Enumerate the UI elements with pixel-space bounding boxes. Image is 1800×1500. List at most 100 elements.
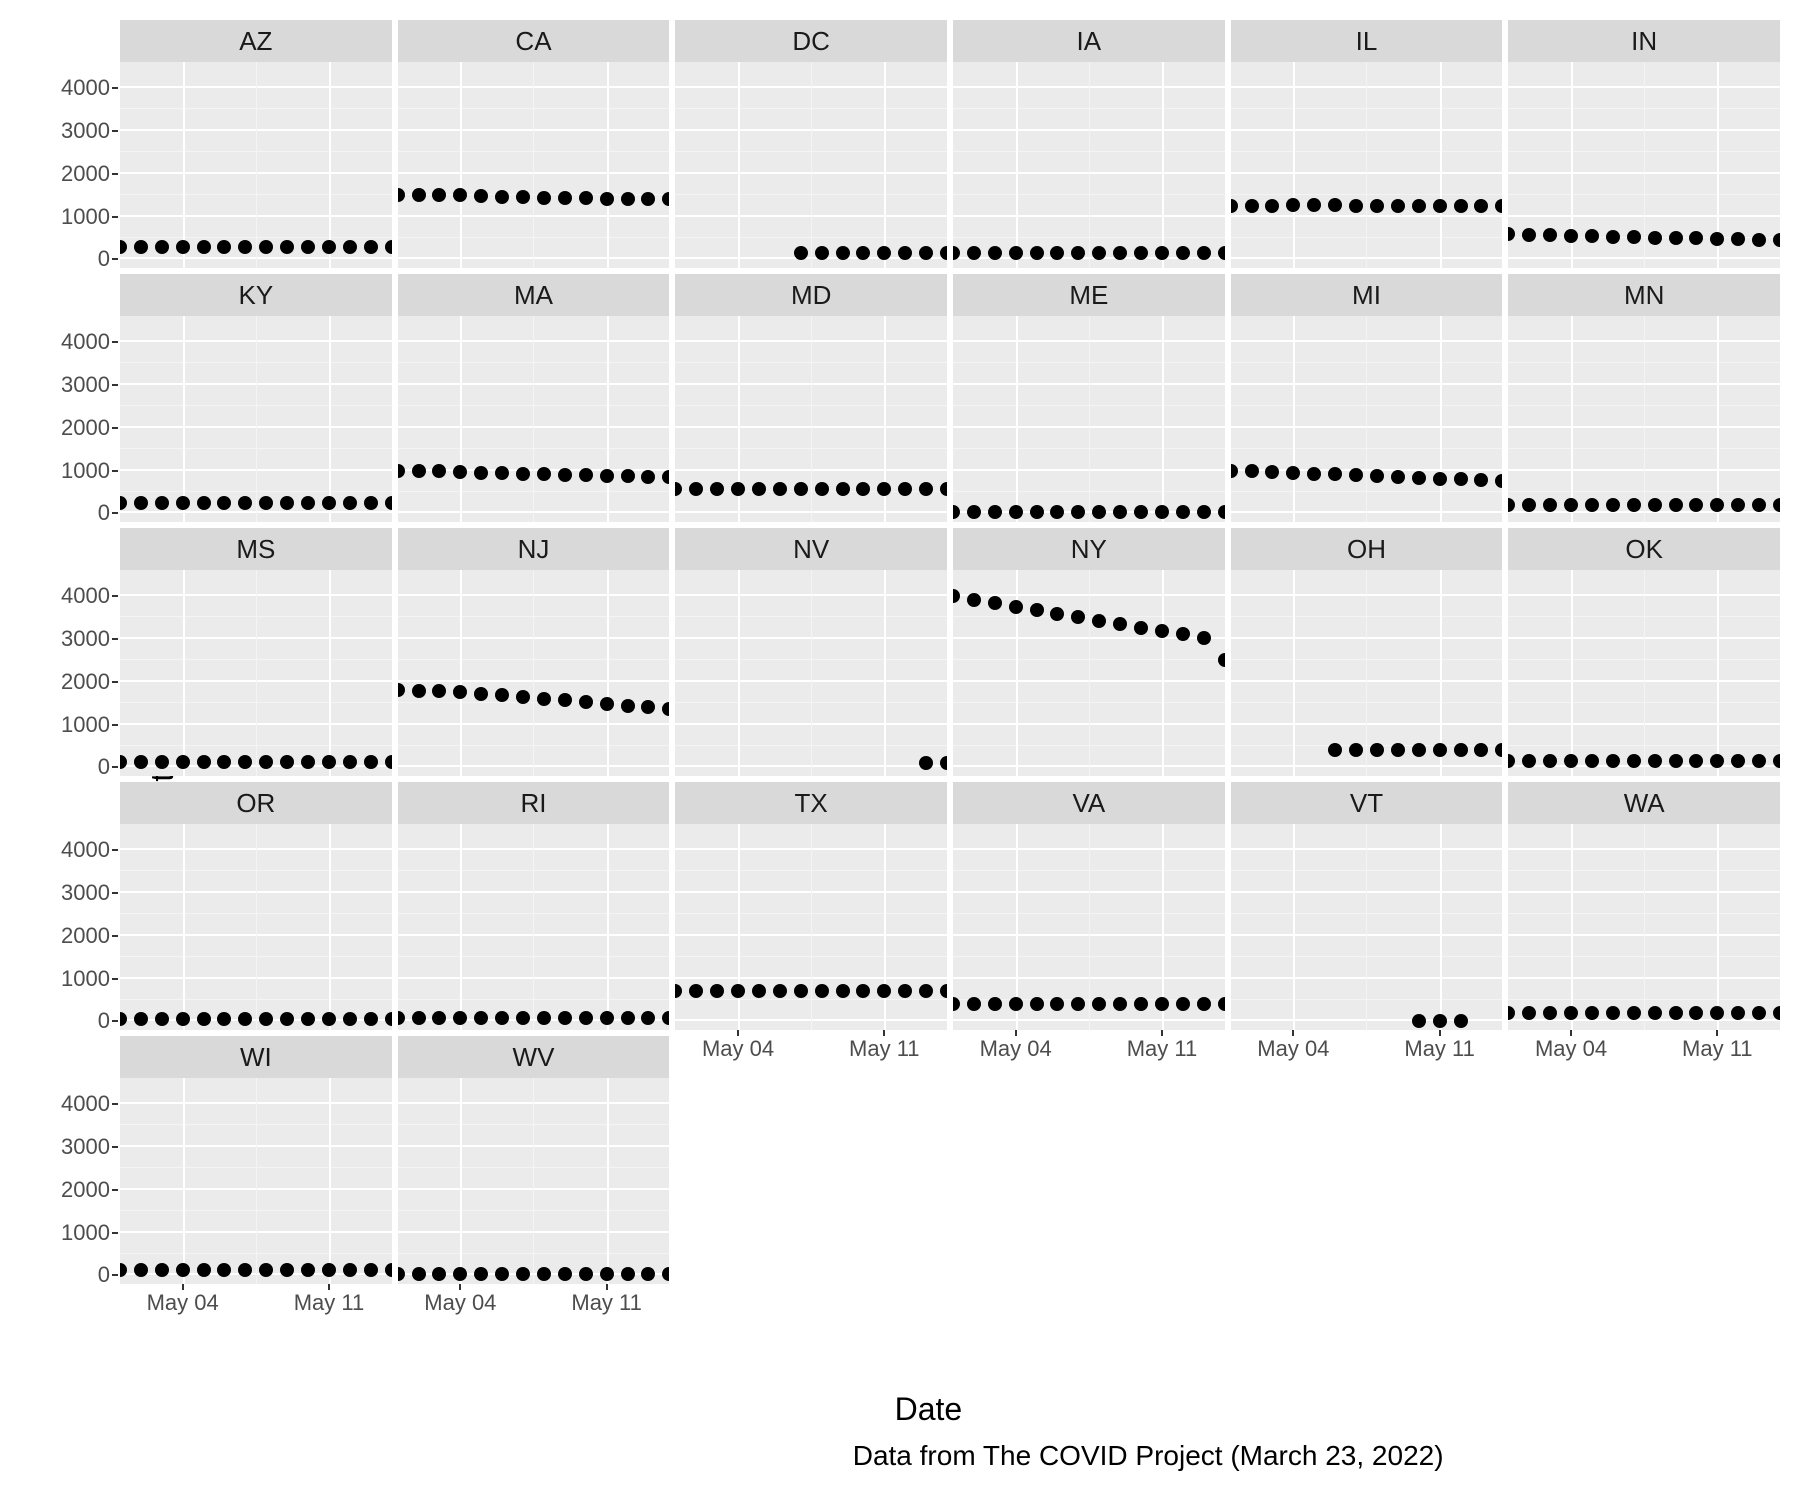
data-point xyxy=(217,755,231,769)
data-point xyxy=(877,246,891,260)
data-point xyxy=(988,505,1002,519)
facet-strip: KY xyxy=(120,274,392,316)
data-point xyxy=(600,192,614,206)
x-tick-label: May 11 xyxy=(1127,1036,1198,1062)
facet-IL: IL xyxy=(1231,20,1503,268)
data-point xyxy=(1669,231,1683,245)
facet-strip: OR xyxy=(120,782,392,824)
data-point xyxy=(301,755,315,769)
data-point xyxy=(1218,246,1225,260)
facet-strip: IA xyxy=(953,20,1225,62)
data-point xyxy=(1606,1006,1620,1020)
facet-panel xyxy=(953,316,1225,522)
data-point xyxy=(662,470,669,484)
data-point xyxy=(1265,465,1279,479)
data-point xyxy=(675,984,682,998)
data-point xyxy=(1564,229,1578,243)
data-point xyxy=(280,755,294,769)
data-point xyxy=(453,1267,467,1281)
data-point xyxy=(343,240,357,254)
facet-ME: ME xyxy=(953,274,1225,522)
data-point xyxy=(1627,1006,1641,1020)
data-point xyxy=(1564,754,1578,768)
data-point xyxy=(155,240,169,254)
data-point xyxy=(155,1012,169,1026)
data-point xyxy=(1710,1006,1724,1020)
data-point xyxy=(1030,997,1044,1011)
data-point xyxy=(398,1267,405,1281)
data-point xyxy=(259,240,273,254)
data-point xyxy=(1474,199,1488,213)
y-tick-label: 1000 xyxy=(61,204,110,230)
data-point xyxy=(1412,471,1426,485)
data-point xyxy=(322,496,336,510)
facet-panel xyxy=(1508,62,1780,268)
data-point xyxy=(1495,743,1502,757)
data-point xyxy=(1454,199,1468,213)
data-point xyxy=(385,240,392,254)
data-point xyxy=(120,240,127,254)
data-point xyxy=(1245,464,1259,478)
data-point xyxy=(238,496,252,510)
facet-strip: NY xyxy=(953,528,1225,570)
y-tick-label: 2000 xyxy=(61,923,110,949)
data-point xyxy=(641,1267,655,1281)
y-tick-label: 3000 xyxy=(61,1134,110,1160)
data-point xyxy=(919,482,933,496)
data-point xyxy=(1648,754,1662,768)
data-point xyxy=(1328,467,1342,481)
y-tick-label: 4000 xyxy=(61,1091,110,1117)
data-point xyxy=(176,496,190,510)
data-point xyxy=(919,246,933,260)
data-point xyxy=(1071,997,1085,1011)
facet-OH: OH xyxy=(1231,528,1503,776)
data-point xyxy=(280,240,294,254)
facet-strip: OH xyxy=(1231,528,1503,570)
data-point xyxy=(516,467,530,481)
data-point xyxy=(301,1012,315,1026)
data-point xyxy=(412,1267,426,1281)
data-point xyxy=(197,496,211,510)
data-point xyxy=(919,984,933,998)
facet-panel xyxy=(398,316,670,522)
facet-panel xyxy=(953,570,1225,776)
data-point xyxy=(675,482,682,496)
x-tick-label: May 11 xyxy=(1682,1036,1753,1062)
data-point xyxy=(322,240,336,254)
data-point xyxy=(1627,754,1641,768)
data-point xyxy=(197,1012,211,1026)
facet-DC: DC xyxy=(675,20,947,268)
data-point xyxy=(1564,1006,1578,1020)
y-tick-label: 1000 xyxy=(61,966,110,992)
facet-panel xyxy=(1231,62,1503,268)
data-point xyxy=(710,482,724,496)
facet-panel xyxy=(398,1078,670,1284)
data-point xyxy=(794,984,808,998)
data-point xyxy=(558,693,572,707)
data-point xyxy=(474,466,488,480)
facet-panel xyxy=(120,570,392,776)
data-point xyxy=(621,192,635,206)
data-point xyxy=(1176,505,1190,519)
data-point xyxy=(432,1011,446,1025)
y-tick-label: 3000 xyxy=(61,118,110,144)
data-point xyxy=(1522,1006,1536,1020)
data-point xyxy=(1286,198,1300,212)
facet-MN: MN xyxy=(1508,274,1780,522)
data-point xyxy=(898,984,912,998)
data-point xyxy=(1689,231,1703,245)
facet-strip: AZ xyxy=(120,20,392,62)
data-point xyxy=(280,496,294,510)
data-point xyxy=(641,700,655,714)
facet-strip: NV xyxy=(675,528,947,570)
data-point xyxy=(474,189,488,203)
data-point xyxy=(836,984,850,998)
data-point xyxy=(412,1011,426,1025)
data-point xyxy=(1071,505,1085,519)
data-point xyxy=(1134,505,1148,519)
data-point xyxy=(558,1011,572,1025)
y-tick-label: 1000 xyxy=(61,712,110,738)
data-point xyxy=(537,467,551,481)
data-point xyxy=(343,1012,357,1026)
data-point xyxy=(238,1012,252,1026)
